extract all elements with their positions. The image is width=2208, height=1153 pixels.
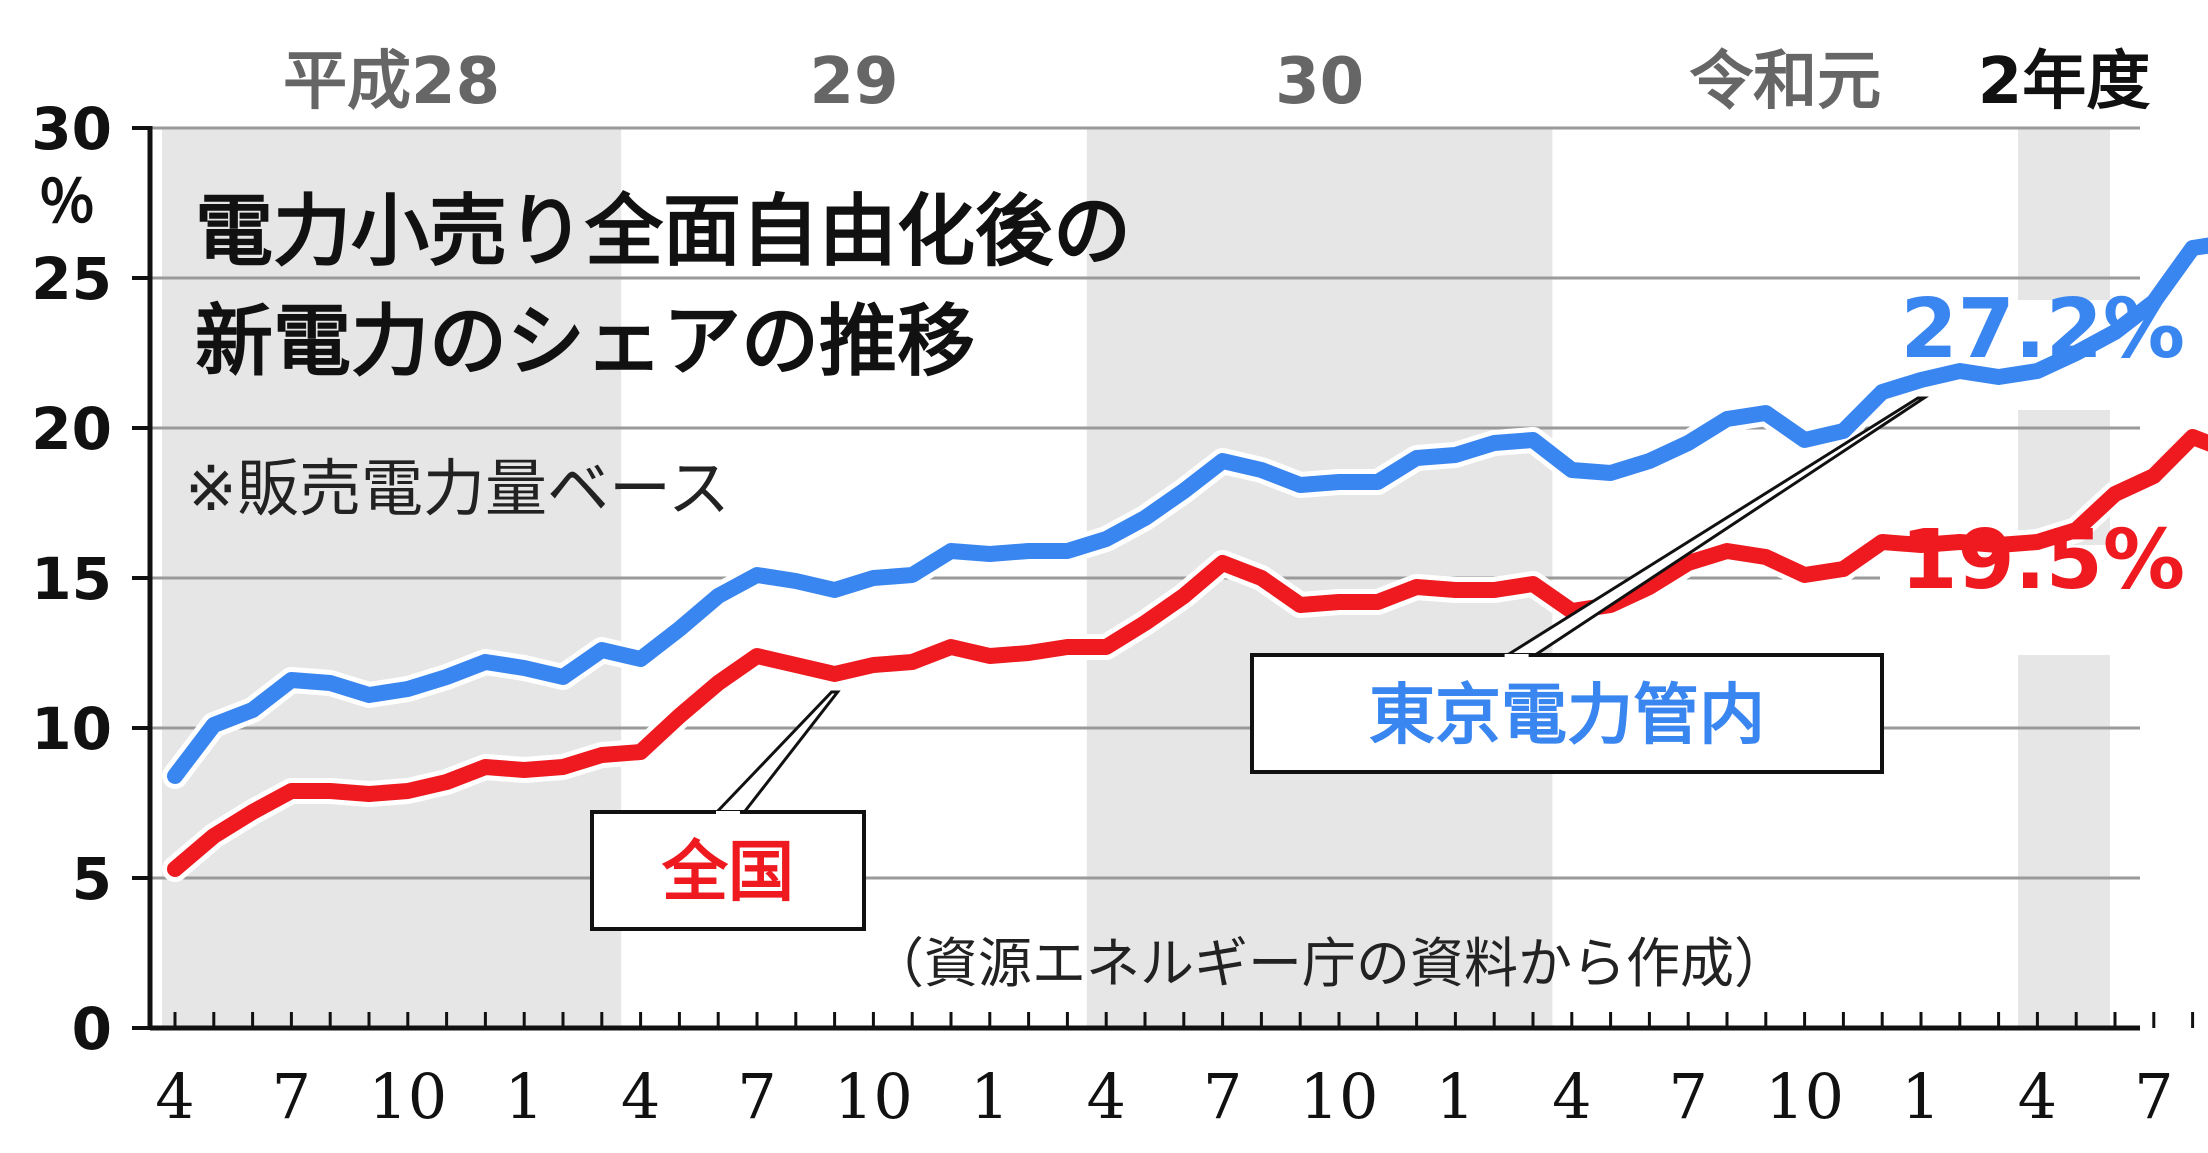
fiscal-year-label: 2年度	[1978, 45, 2151, 119]
y-tick-label: 10	[31, 695, 112, 763]
chart-source: （資源エネルギー庁の資料から作成）	[870, 932, 1788, 995]
x-tick-label: 4	[155, 1060, 194, 1133]
y-tick-label: 30	[31, 95, 112, 163]
fiscal-year-label: 平成28	[283, 45, 500, 119]
x-tick-label: 4	[2018, 1060, 2057, 1133]
x-tick-labels: 47101471014710147101471013月	[155, 1060, 2173, 1133]
x-tick-label: 10	[1765, 1060, 1844, 1133]
x-tick-label: 7	[2134, 1060, 2173, 1133]
x-tick-label: 1	[504, 1060, 543, 1133]
x-tick-label: 7	[1668, 1060, 1707, 1133]
tokyo-callout-label: 東京電力管内	[1369, 677, 1765, 754]
y-tick-labels: 0 5 10 15 20 25 30	[31, 95, 112, 1063]
y-tick-label: 15	[31, 545, 112, 613]
end-label-tokyo: 27.2%	[1901, 282, 2185, 377]
y-tick-label: 5	[72, 845, 112, 913]
end-label-national: 19.5%	[1901, 513, 2185, 608]
y-tick-label: 25	[31, 245, 112, 313]
x-tick-label: 7	[1203, 1060, 1242, 1133]
x-tick-label: 7	[272, 1060, 311, 1133]
x-tick-label: 10	[1300, 1060, 1379, 1133]
x-tick-label: 1	[1901, 1060, 1940, 1133]
series-line-national	[167, 429, 2208, 877]
end-label-bg-red	[1880, 545, 2208, 655]
national-callout-box	[590, 810, 866, 931]
tokyo-callout-gap	[1504, 654, 1529, 660]
x-tick-label: 4	[621, 1060, 660, 1133]
fiscal-year-label: 29	[809, 45, 898, 119]
tokyo-callout-pointer	[1501, 396, 1929, 660]
y-tick-label: 20	[31, 395, 112, 463]
x-tick-label: 10	[834, 1060, 913, 1133]
x-tick-label: 4	[1552, 1060, 1591, 1133]
chart-title: 電力小売り全面自由化後の 新電力のシェアの推移	[195, 187, 1131, 387]
series-line-tokyo	[167, 237, 2208, 784]
national-callout-pointer	[712, 690, 841, 817]
national-callout-gap	[716, 811, 740, 817]
national-callout-label: 全国	[661, 834, 794, 911]
fiscal-year-labels: 平成28 29 30 令和元 2年度	[283, 45, 2150, 119]
fiscal-year-label: 令和元	[1689, 45, 1881, 119]
x-tick-label: 1	[970, 1060, 1009, 1133]
chart-note: ※販売電力量ベース	[185, 452, 730, 525]
x-tick-label: 7	[737, 1060, 776, 1133]
x-tick-label: 10	[368, 1060, 447, 1133]
axes	[132, 126, 2195, 1031]
tokyo-callout-box	[1250, 653, 1884, 774]
y-axis-unit: ％	[38, 168, 96, 236]
chart-title-line-1: 電力小売り全面自由化後の	[195, 187, 1131, 277]
x-tick-label: 1	[1436, 1060, 1475, 1133]
x-tick-label: 4	[1086, 1060, 1125, 1133]
fiscal-year-label: 30	[1275, 45, 1364, 119]
series-lines	[162, 232, 2208, 882]
chart-title-line-2: 新電力のシェアの推移	[195, 297, 975, 387]
y-tick-label: 0	[72, 995, 112, 1063]
